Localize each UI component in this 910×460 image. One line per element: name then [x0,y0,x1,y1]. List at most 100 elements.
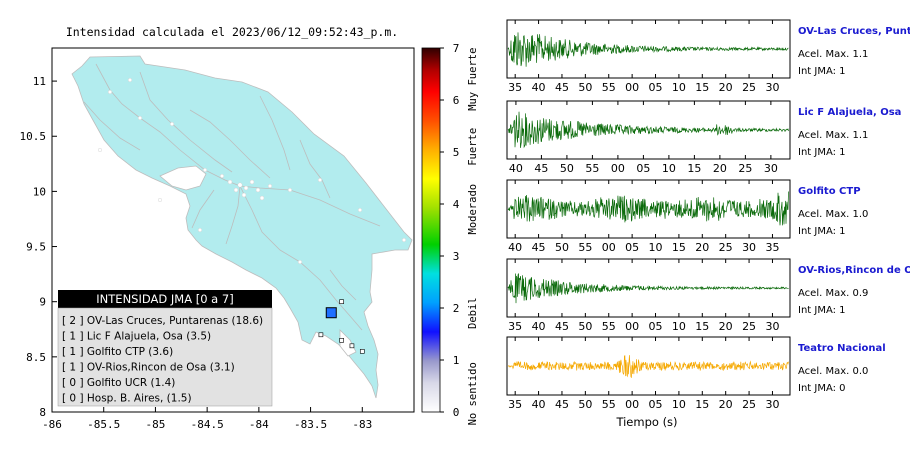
station-markers [318,299,365,354]
waveform-x-tick-label: 35 [508,320,522,333]
map-y-tick-label: 8.5 [26,351,46,364]
waveform-x-tick-label: 05 [636,162,650,175]
int-jma: Int JMA: 1 [798,226,846,237]
map-y-tick-label: 9 [39,296,46,309]
legend-item: [ 1 ] OV-Rios,Rincon de Osa (3.1) [62,362,235,374]
waveform-x-tick-label: 20 [719,81,733,94]
waveform-x-tick-label: 55 [602,81,616,94]
colorbar-gradient [421,47,441,413]
waveform-x-tick-label: 25 [742,81,756,94]
map-x-tick-label: -86 [42,418,62,431]
waveform-x-tick-label: 15 [695,81,709,94]
colorbar-label: Fuerte [467,128,479,166]
waveform-x-tick-label: 40 [532,398,546,411]
waveform-x-tick-label: 05 [625,241,639,254]
waveform-x-tick-label: 45 [532,241,546,254]
waveform-x-tick-label: 50 [555,241,569,254]
station-name: Teatro Nacional [798,343,886,354]
waveform-x-tick-label: 25 [742,320,756,333]
waveform-panel: 35 40 45 50 55 00 05 10 15 20 25 30 Teatro Nacional A… [506,336,886,411]
waveform-x-tick-label: 50 [578,81,592,94]
map-x-tick-label: -85 [145,418,165,431]
waveform-panel: 40 45 50 55 00 05 10 15 20 25 30 Lic F Alajuela, Os… [506,100,901,175]
waveform-x-tick-label: 15 [672,241,686,254]
map-x-tick-label: -83 [352,418,372,431]
acel-max: Acel. Max. 1.0 [798,209,868,220]
colorbar-label: Moderado [467,184,479,235]
waveform-x-tick-label: 55 [602,320,616,333]
waveform-x-tick-label: 25 [719,241,733,254]
colorbar-label: No sentido [467,362,479,425]
waveform-x-tick-label: 40 [508,241,522,254]
waveform-panel: 35 40 45 50 55 00 05 10 15 20 25 30 OV-Rios,Rincon d… [506,258,910,333]
legend-item: [ 1 ] Lic F Alajuela, Osa (3.5) [62,331,211,343]
int-jma: Int JMA: 1 [798,305,846,316]
waveform-x-tick-label: 55 [585,162,599,175]
map-y-tick-label: 9.5 [26,241,46,254]
colorbar-tick-label: 0 [453,406,460,419]
waveform-panel: 40 45 50 55 00 05 10 15 20 25 30 35 Golfito CTP Acel.… [506,179,868,254]
waveform-x-tick-label: 30 [764,162,778,175]
int-jma: Int JMA: 0 [798,383,846,394]
legend-item: [ 2 ] OV-Las Cruces, Puntarenas (18.6) [62,315,263,327]
map-y-axis: 11 10.5 10 9.5 9 8.5 8 [20,75,57,419]
colorbar-tick-label: 5 [453,146,460,159]
gulf-nicoya [159,165,207,191]
colorbar-tick-label: 6 [453,94,460,107]
waveform-trace [507,191,789,226]
colorbar-tick-label: 2 [453,302,460,315]
waveform-x-tick-label: 20 [713,162,727,175]
waveform-x-tick-label: 15 [695,398,709,411]
waveform-x-tick-label: 30 [765,320,779,333]
waveform-x-tick-label: 35 [508,81,522,94]
map-x-axis: -86 -85.5 -85 -84.5 -84 -83.5 -83 [42,407,372,431]
acel-max: Acel. Max. 0.9 [798,288,868,299]
waveform-panels: 35 40 45 50 55 00 05 10 15 20 25 30 OV-Las Cruces, P… [506,19,910,411]
waveform-x-tick-label: 15 [695,320,709,333]
acel-max: Acel. Max. 0.0 [798,366,868,377]
waveform-x-tick-label: 50 [578,320,592,333]
map-x-tick-label: -85.5 [87,418,120,431]
waveform-trace [507,273,789,304]
city-dots [97,77,407,265]
legend-item: [ 1 ] Golfito CTP (3.6) [62,346,173,358]
waveform-x-tick-label: 30 [765,81,779,94]
legend-header-bg [58,290,272,308]
legend-item: [ 0 ] Hosp. B. Aires, (1.5) [62,393,192,405]
waveform-trace [507,111,789,149]
waveform-x-tick-label: 10 [662,162,676,175]
waveform-x-tick-label: 45 [555,81,569,94]
map-title: Intensidad calculada el 2023/06/12_09:52… [66,25,398,39]
station-marker [339,338,344,343]
waveform-x-tick-label: 45 [534,162,548,175]
waveform-x-tick-label: 20 [695,241,709,254]
colorbar-tick-label: 7 [453,42,460,55]
waveform-x-tick-label: 55 [602,398,616,411]
map-y-tick-label: 10.5 [20,130,47,143]
intensity-colorbar: 0 1 2 3 4 5 6 7 No sentido Debil Moderado Fuerte Mu… [421,42,479,425]
waveform-x-tick-label: 40 [532,81,546,94]
waveform-x-tick-label: 00 [611,162,625,175]
station-marker [349,343,355,349]
waveform-x-tick-label: 50 [560,162,574,175]
station-marker [325,307,337,319]
station-name: OV-Rios,Rincon de Osa [798,265,910,276]
station-marker [359,349,365,354]
waveform-x-tick-label: 00 [625,320,639,333]
waveform-x-tick-label: 10 [672,81,686,94]
legend-body [57,307,273,407]
waveform-x-tick-label: 55 [578,241,592,254]
int-jma: Int JMA: 1 [798,147,846,158]
golfo-dulce [339,329,357,357]
waveform-x-tick-label: 10 [672,320,686,333]
station-marker [339,299,344,304]
waveform-x-tick-label: 00 [625,81,639,94]
map-y-tick-label: 10 [33,185,46,198]
waveform-x-tick-label: 40 [532,320,546,333]
colorbar-tick-label: 1 [453,354,460,367]
map-x-tick-label: -84 [249,418,269,431]
waveform-x-tick-label: 10 [649,241,663,254]
map-x-tick-label: -83.5 [294,418,327,431]
station-name: Lic F Alajuela, Osa [798,107,901,118]
map-x-tick-label: -84.5 [191,418,224,431]
